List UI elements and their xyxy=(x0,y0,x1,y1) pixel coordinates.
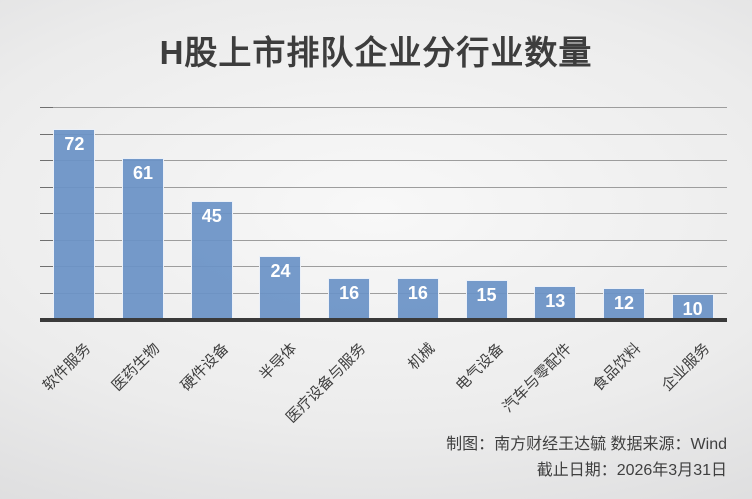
bar-value-label: 13 xyxy=(545,290,566,311)
bar-slot: 12 xyxy=(590,108,659,320)
bar-医疗设备与服务: 16 xyxy=(328,277,371,320)
bar-slot: 16 xyxy=(384,108,453,320)
bar-电气设备: 15 xyxy=(465,280,508,320)
bar-slot: 13 xyxy=(521,108,590,320)
x-label: 汽车与零配件 xyxy=(499,340,576,416)
bar-企业服务: 10 xyxy=(671,293,714,320)
chart-title: H股上市排队企业分行业数量 xyxy=(159,34,593,71)
gridline xyxy=(40,107,727,108)
gridline xyxy=(40,239,727,241)
bar-机械: 16 xyxy=(396,277,439,320)
x-label: 电气设备 xyxy=(452,340,507,395)
bar-value-label: 10 xyxy=(682,298,703,319)
bars-row: 72 61 45 24 16 16 15 13 12 10 xyxy=(40,108,727,320)
bar-slot: 16 xyxy=(315,108,384,320)
gridline xyxy=(40,292,727,294)
axis-tick xyxy=(40,292,53,294)
credits-source-line: 制图：南方财经王达毓 数据来源：Wind xyxy=(446,436,727,453)
x-label: 机械 xyxy=(404,340,438,374)
bar-value-label: 16 xyxy=(339,282,360,303)
bar-value-label: 45 xyxy=(201,205,222,226)
bar-value-label: 15 xyxy=(476,285,497,306)
x-label: 食品饮料 xyxy=(589,340,645,395)
x-label: 软件服务 xyxy=(40,340,95,395)
gridline xyxy=(40,213,727,214)
plot-area: 72 61 45 24 16 16 15 13 12 10 xyxy=(40,107,727,322)
credits-block: 制图：南方财经王达毓 数据来源：Wind 截止日期：2026年3月31日 xyxy=(446,432,727,484)
bar-value-label: 61 xyxy=(133,163,154,184)
gridline xyxy=(40,186,727,188)
bar-slot: 15 xyxy=(452,108,521,320)
x-label: 半导体 xyxy=(256,340,301,384)
bar-slot: 10 xyxy=(658,108,727,320)
bar-slot: 45 xyxy=(177,108,246,320)
gridline xyxy=(40,133,727,135)
bar-slot: 24 xyxy=(246,108,315,320)
bar-半导体: 24 xyxy=(259,256,302,320)
x-label: 硬件设备 xyxy=(177,340,232,395)
axis-tick xyxy=(40,160,53,161)
bar-汽车与零配件: 13 xyxy=(534,285,577,320)
bar-slot: 61 xyxy=(109,108,178,320)
x-axis-baseline xyxy=(40,318,727,322)
x-label: 医药生物 xyxy=(108,340,164,395)
gridline xyxy=(40,160,727,161)
bar-食品饮料: 12 xyxy=(602,288,645,320)
credits-date-line: 截止日期：2026年3月31日 xyxy=(536,462,727,479)
axis-tick xyxy=(40,186,53,188)
axis-tick xyxy=(40,213,53,214)
axis-tick xyxy=(40,133,53,135)
axis-tick xyxy=(40,266,53,267)
bar-value-label: 12 xyxy=(613,293,634,314)
x-label: 企业服务 xyxy=(658,340,713,395)
bar-slot: 72 xyxy=(40,108,109,320)
bar-value-label: 72 xyxy=(64,134,85,155)
bar-医药生物: 61 xyxy=(122,158,165,320)
axis-tick xyxy=(40,239,53,241)
gridline xyxy=(40,266,727,267)
bar-value-label: 24 xyxy=(270,261,291,282)
bar-value-label: 16 xyxy=(407,282,428,303)
axis-tick xyxy=(40,107,53,108)
bar-硬件设备: 45 xyxy=(190,200,233,320)
bar-软件服务: 72 xyxy=(53,129,96,320)
